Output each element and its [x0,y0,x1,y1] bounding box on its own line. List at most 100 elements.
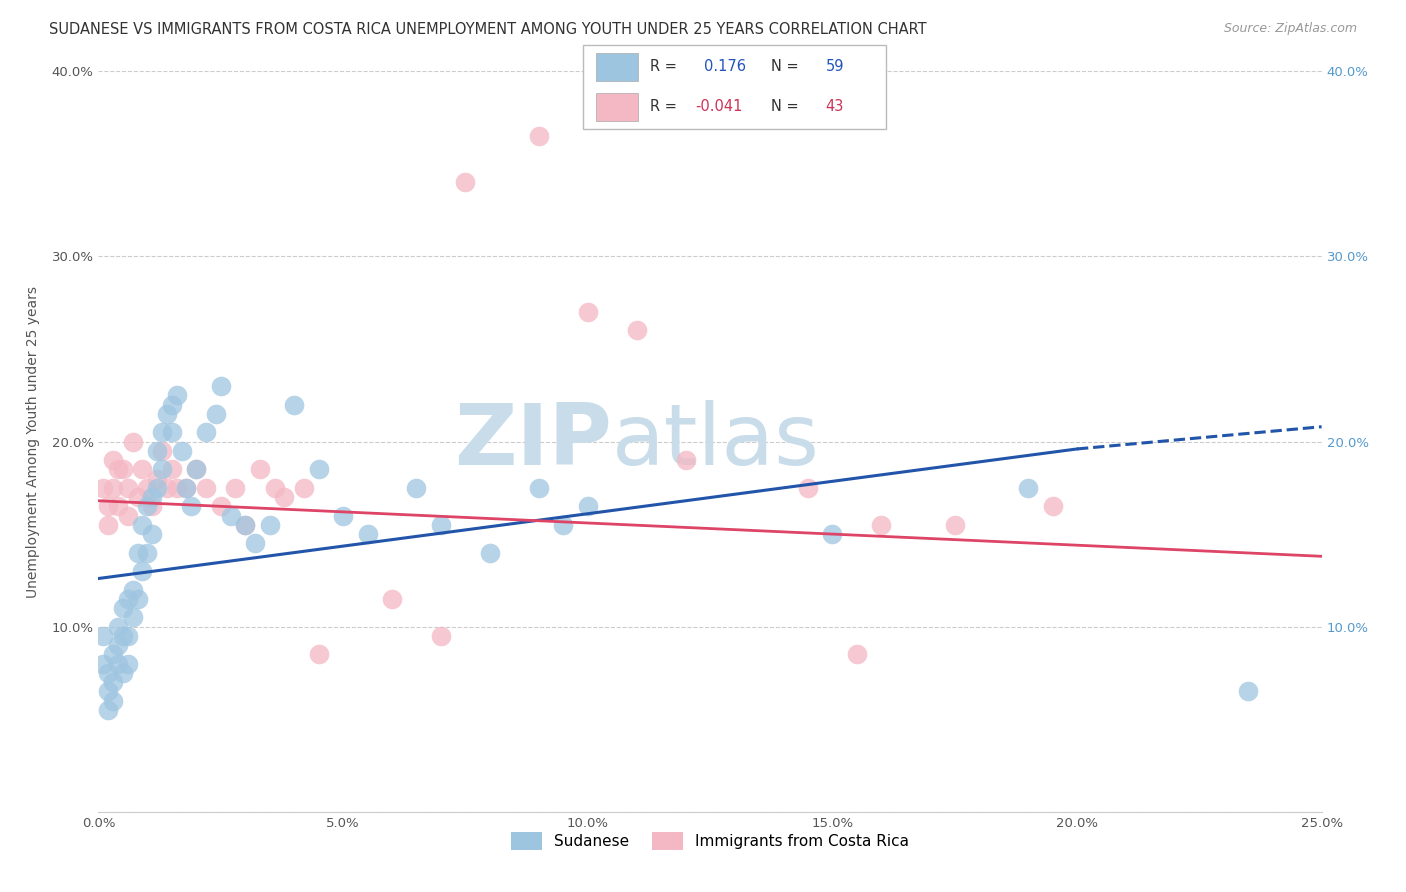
Point [166,388,188,402]
Point [1017,481,1039,495]
Point [136,500,159,514]
Point [308,648,330,662]
Point [156,481,179,495]
Point [180,500,202,514]
Point [111,462,134,476]
Text: SUDANESE VS IMMIGRANTS FROM COSTA RICA UNEMPLOYMENT AMONG YOUTH UNDER 25 YEARS C: SUDANESE VS IMMIGRANTS FROM COSTA RICA U… [49,22,927,37]
Point [205,407,228,421]
Point [117,508,139,523]
Point [160,462,183,476]
Point [160,425,183,440]
Point [527,129,550,144]
Point [107,638,129,652]
Point [160,398,183,412]
Text: 0.176: 0.176 [704,59,747,74]
Point [381,591,404,606]
Point [121,610,143,624]
Point [117,591,139,606]
Point [233,517,256,532]
Point [91,629,114,643]
Point [176,481,198,495]
Text: R =: R = [650,59,676,74]
Point [259,517,281,532]
Point [166,481,188,495]
Point [626,324,648,338]
Point [576,305,599,319]
Point [150,425,173,440]
Point [845,648,868,662]
Y-axis label: Unemployment Among Youth under 25 years: Unemployment Among Youth under 25 years [27,285,41,598]
Point [195,425,218,440]
Point [111,601,134,615]
Point [107,462,129,476]
Point [127,490,149,504]
Point [176,481,198,495]
Point [91,481,114,495]
Point [943,517,966,532]
Point [107,500,129,514]
Point [101,453,124,467]
Point [553,517,575,532]
Point [283,398,305,412]
Point [141,500,163,514]
Point [405,481,427,495]
Point [101,481,124,495]
Text: atlas: atlas [612,400,820,483]
Point [146,443,169,458]
Point [356,527,378,541]
Point [107,657,129,671]
Point [156,407,179,421]
Point [1237,684,1260,698]
Point [117,481,139,495]
Point [332,508,354,523]
Point [117,657,139,671]
Point [233,517,256,532]
Point [675,453,697,467]
Point [1042,500,1064,514]
Point [186,462,208,476]
Text: Source: ZipAtlas.com: Source: ZipAtlas.com [1223,22,1357,36]
Point [101,694,124,708]
Text: ZIP: ZIP [454,400,612,483]
Point [576,500,599,514]
Text: 59: 59 [825,59,844,74]
Point [127,591,149,606]
Point [195,481,218,495]
Point [209,500,232,514]
Point [273,490,295,504]
Point [224,481,246,495]
Point [243,536,266,550]
Bar [596,54,638,81]
Point [97,665,120,680]
Point [111,629,134,643]
Point [797,481,820,495]
Point [454,175,477,190]
Point [141,527,163,541]
Point [131,517,153,532]
Point [131,462,153,476]
Point [127,545,149,560]
Point [111,665,134,680]
FancyBboxPatch shape [583,45,886,129]
Point [121,582,143,597]
Text: N =: N = [770,99,799,114]
Point [821,527,844,541]
Legend: Sudanese, Immigrants from Costa Rica: Sudanese, Immigrants from Costa Rica [505,826,915,856]
Point [101,648,124,662]
Point [150,462,173,476]
Point [97,500,120,514]
Text: 43: 43 [825,99,844,114]
Point [97,684,120,698]
Point [97,703,120,717]
Point [136,481,159,495]
Point [121,434,143,449]
Point [527,481,550,495]
Text: -0.041: -0.041 [696,99,742,114]
Point [146,481,169,495]
Point [117,629,139,643]
Text: N =: N = [770,59,799,74]
Point [308,462,330,476]
Point [170,443,193,458]
Point [478,545,501,560]
Point [430,629,453,643]
